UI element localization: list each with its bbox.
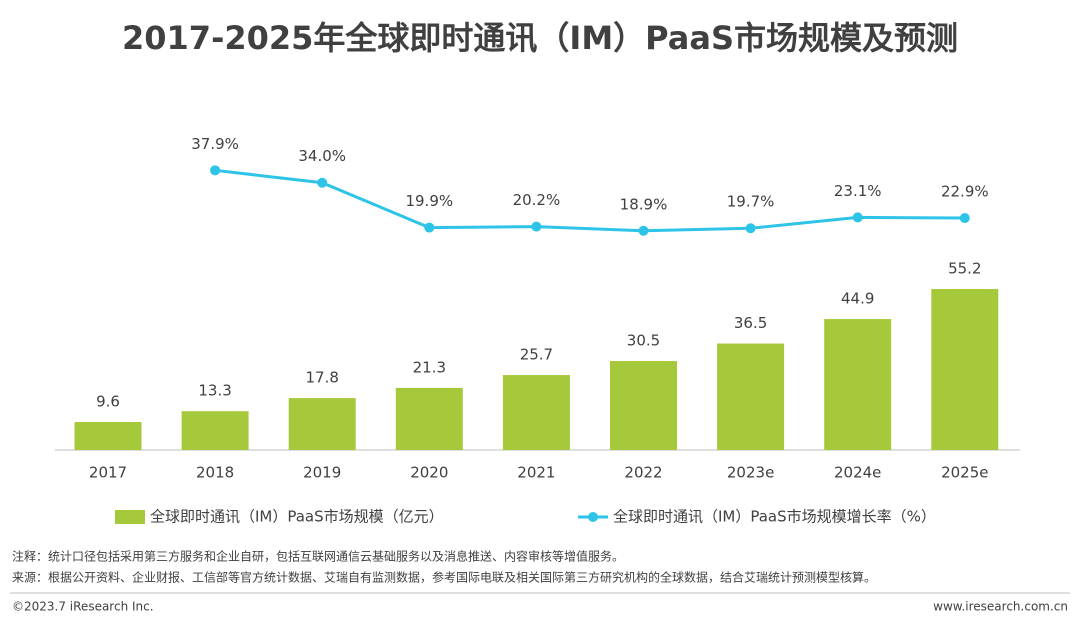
legend-label: 全球即时通讯（IM）PaaS市场规模（亿元） <box>150 508 444 526</box>
bar <box>74 422 142 450</box>
x-tick-label: 2023e <box>727 464 774 482</box>
data-label: 55.2 <box>948 260 981 278</box>
data-label: 25.7 <box>520 346 553 364</box>
data-label: 21.3 <box>413 358 446 376</box>
data-label: 34.0% <box>298 147 346 165</box>
data-label: 17.8 <box>305 369 338 387</box>
x-tick-label: 2025e <box>941 464 988 482</box>
legend-swatch <box>588 512 598 522</box>
data-label: 36.5 <box>734 314 767 332</box>
x-tick-label: 2020 <box>410 464 448 482</box>
bar <box>824 319 892 450</box>
data-label: 30.5 <box>627 332 660 350</box>
copyright: ©2023.7 iResearch Inc. <box>12 600 154 614</box>
data-label: 20.2% <box>513 191 561 209</box>
chart-title: 2017-2025年全球即时通讯（IM）PaaS市场规模及预测 <box>122 19 958 57</box>
x-tick-label: 2021 <box>517 464 555 482</box>
line-point <box>745 223 756 234</box>
data-label: 13.3 <box>198 382 231 400</box>
line-point <box>852 212 863 223</box>
x-tick-label: 2018 <box>196 464 234 482</box>
bar <box>610 361 677 450</box>
legend-label: 全球即时通讯（IM）PaaS市场规模增长率（%） <box>613 508 936 526</box>
data-label: 19.9% <box>405 192 453 210</box>
bar <box>717 343 785 450</box>
data-label: 9.6 <box>96 393 120 411</box>
line-point <box>317 177 328 188</box>
data-label: 22.9% <box>941 183 989 201</box>
x-tick-label: 2022 <box>624 464 662 482</box>
line-point <box>959 213 970 224</box>
x-tick-label: 2024e <box>834 464 881 482</box>
data-label: 19.7% <box>727 193 775 211</box>
bar <box>931 289 999 450</box>
bar <box>181 411 249 450</box>
x-tick-label: 2019 <box>303 464 341 482</box>
data-label: 37.9% <box>191 135 239 153</box>
data-label: 18.9% <box>620 195 668 213</box>
bar <box>288 398 356 450</box>
legend-swatch <box>115 510 145 524</box>
line-point <box>424 222 435 233</box>
source: 来源：根据公开资料、企业财报、工信部等官方统计数据、艾瑞自有监测数据，参考国际电… <box>12 570 876 585</box>
bar <box>395 387 463 450</box>
x-tick-label: 2017 <box>89 464 127 482</box>
line <box>214 168 965 233</box>
line-point <box>531 221 542 232</box>
data-label: 44.9 <box>841 290 874 308</box>
line-point <box>638 225 649 236</box>
website: www.iresearch.com.cn <box>933 600 1068 614</box>
data-label: 23.1% <box>834 182 882 200</box>
note: 注释：统计口径包括采用第三方服务和企业自研，包括互联网通信云基础服务以及消息推送… <box>12 549 624 564</box>
line-point <box>210 165 221 176</box>
bar <box>502 375 570 450</box>
